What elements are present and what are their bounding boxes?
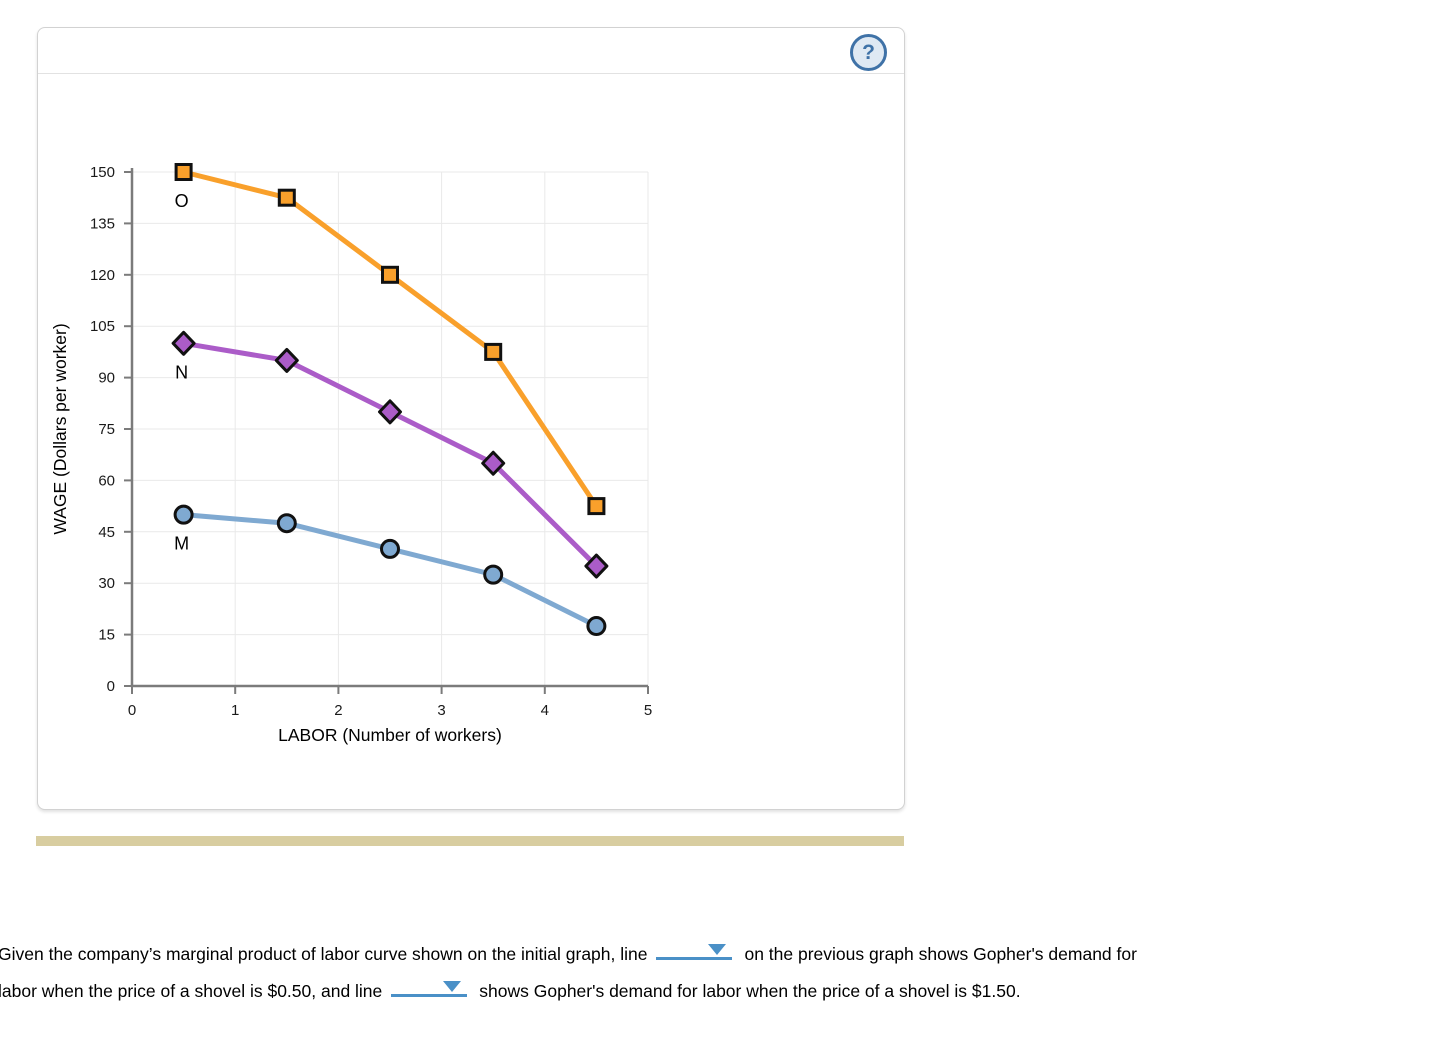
y-tick-label: 135 [90, 215, 115, 232]
dropdown-caret-icon [443, 981, 462, 992]
series-M-marker [586, 616, 607, 637]
question-line-2: labor when the price of a shovel is $0.5… [0, 973, 1450, 1010]
question-line1-before: Given the company’s marginal product of … [0, 944, 648, 964]
question-line2-after: shows Gopher's demand for labor when the… [479, 981, 1021, 1001]
series-O-marker [174, 163, 193, 181]
section-divider-bar [36, 836, 904, 846]
series-O-marker [484, 342, 503, 361]
question-line-1: Given the company’s marginal product of … [0, 936, 1450, 973]
series-N-marker [378, 399, 402, 425]
x-tick-label: 4 [541, 702, 549, 719]
dropdown-line-price-050[interactable] [656, 940, 733, 960]
series-N-marker [481, 450, 506, 476]
question-line1-after: on the previous graph shows Gopher's dem… [744, 944, 1137, 964]
panel-header: ? [38, 28, 904, 74]
dropdown-caret-icon [708, 944, 727, 955]
y-tick-label: 45 [98, 524, 115, 541]
y-tick-label: 15 [98, 627, 115, 644]
x-tick-label: 0 [128, 702, 136, 719]
series-N-marker [274, 347, 299, 373]
y-axis-title: WAGE (Dollars per worker) [50, 323, 70, 534]
series-N-line [183, 340, 599, 568]
x-tick-label: 2 [334, 702, 342, 719]
x-tick-label: 1 [231, 702, 239, 719]
question-panel: ? 0 15 30 45 60 75 90 105 120 135 150 0 1 2 3 4 5 LABOR (… [37, 27, 905, 810]
series-M-marker [173, 504, 194, 525]
y-tick-label: 120 [90, 267, 115, 284]
series-O-marker [381, 265, 399, 284]
series-M-marker [276, 513, 297, 534]
series-N-marker [171, 330, 196, 356]
series-O-line [182, 169, 599, 508]
series-O-marker [587, 497, 606, 516]
help-button[interactable]: ? [850, 34, 887, 71]
x-axis-title: LABOR (Number of workers) [278, 725, 502, 745]
y-tick-label: 105 [90, 318, 115, 335]
series-O-label: O [175, 191, 189, 211]
question-text: Given the company’s marginal product of … [0, 936, 1450, 1010]
y-tick-label: 75 [98, 421, 115, 438]
y-tick-label: 150 [90, 164, 115, 181]
series-M-label: M [174, 534, 189, 554]
x-tick-label: 3 [437, 702, 445, 719]
series-N-marker [584, 553, 609, 579]
series-O-marker [277, 188, 296, 207]
y-tick-label: 90 [98, 370, 115, 387]
dropdown-line-price-150[interactable] [391, 977, 468, 997]
series-N-label: N [175, 362, 188, 382]
question-line2-before: labor when the price of a shovel is $0.5… [0, 981, 383, 1001]
series-M-marker [483, 564, 504, 585]
series-M-marker [380, 538, 400, 559]
y-tick-label: 30 [98, 575, 115, 592]
x-tick-label: 5 [644, 702, 652, 719]
y-tick-label: 0 [107, 678, 115, 695]
y-tick-label: 60 [98, 472, 115, 489]
